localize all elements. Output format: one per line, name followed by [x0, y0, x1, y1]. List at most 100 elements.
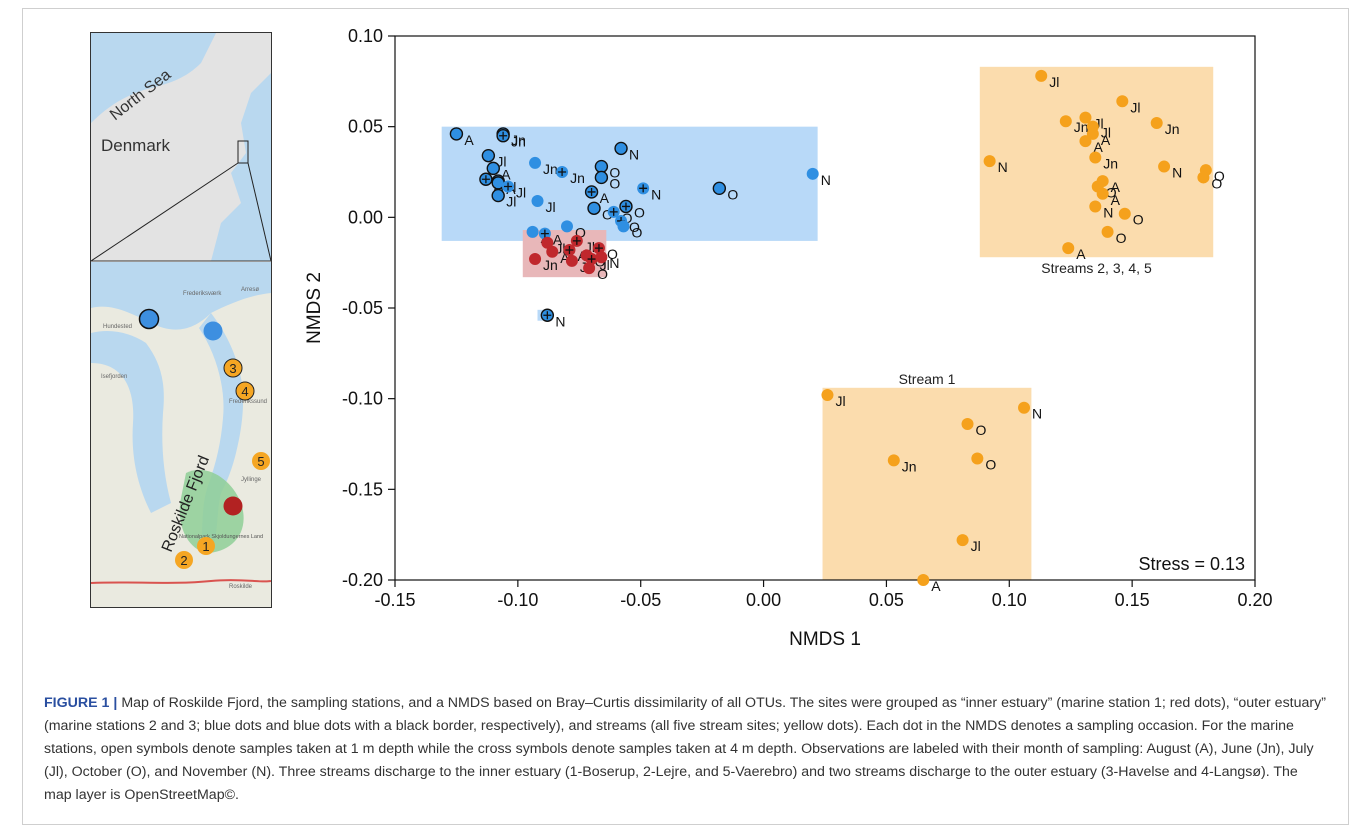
- point-label: A: [501, 166, 511, 182]
- station-3-marker: [138, 308, 160, 330]
- figure-caption: FIGURE 1 | Map of Roskilde Fjord, the sa…: [44, 692, 1329, 807]
- data-point: [486, 161, 500, 176]
- point-label: N: [555, 313, 565, 329]
- point-label: N: [998, 159, 1008, 175]
- point-label: Jl: [1093, 116, 1103, 132]
- data-point: [1089, 200, 1102, 213]
- data-point: [1096, 187, 1109, 200]
- point-label: A: [553, 232, 563, 248]
- x-tick-label: 0.10: [992, 590, 1027, 610]
- town-arreso: Arresø: [241, 287, 259, 293]
- point-label: N: [609, 255, 619, 271]
- data-point: [531, 195, 544, 208]
- data-point: [449, 127, 464, 141]
- map-panel: North Sea Denmark Hundested Frederiksvær…: [90, 32, 272, 608]
- data-point: [541, 236, 554, 249]
- zoom-forest: [179, 469, 244, 553]
- region-box: [822, 387, 1032, 580]
- point-label: Jn: [543, 161, 558, 177]
- point-label: Jn: [570, 170, 585, 186]
- data-point: [983, 155, 996, 168]
- axis-ticks: -0.15 -0.10 -0.05 0.00 0.05 0.10 0.15 0.20 0.10 0…: [342, 26, 1273, 610]
- point-label: Jl: [1130, 99, 1140, 115]
- point-label: Jl: [516, 185, 526, 201]
- data-point: [587, 201, 601, 215]
- data-point: [1116, 95, 1129, 108]
- data-point: [583, 262, 596, 275]
- overview-island: [149, 197, 195, 239]
- data-point: [1089, 151, 1102, 164]
- stream-3-marker: 3: [223, 358, 243, 378]
- map-label-country: Denmark: [101, 136, 170, 155]
- data-points: AJnJnJlAAJlAJlNOOAOOONJnJnJlJlAAOOOONNJl…: [449, 69, 1225, 594]
- y-tick-label: 0.00: [348, 207, 383, 227]
- region-label-streams-2-5: Streams 2, 3, 4, 5: [1041, 260, 1152, 276]
- town-isefjorden: Isefjorden: [101, 374, 127, 380]
- data-point: [1101, 225, 1114, 238]
- point-label: Jn: [902, 458, 917, 474]
- point-label: O: [1116, 230, 1127, 246]
- stream-5-label: 5: [257, 454, 264, 469]
- point-label: Jl: [506, 194, 516, 210]
- point-cross: [621, 202, 630, 211]
- point-label: O: [609, 175, 620, 191]
- point-cross: [558, 168, 567, 176]
- y-tick-label: -0.05: [342, 298, 383, 318]
- point-label: Jn: [543, 257, 558, 273]
- zoom-sea-north: [91, 262, 271, 330]
- y-tick-label: -0.10: [342, 389, 383, 409]
- point-label: A: [464, 132, 474, 148]
- point-label: A: [1076, 246, 1086, 262]
- town-frederikssund: Frederikssund: [229, 399, 267, 405]
- data-point: [712, 181, 727, 196]
- zoom-box: [237, 140, 249, 164]
- point-label: O: [985, 457, 996, 473]
- point-label: N: [1032, 406, 1042, 422]
- point-cross: [594, 244, 603, 253]
- x-tick-label: 0.15: [1115, 590, 1150, 610]
- stream-4-marker: 4: [235, 381, 255, 401]
- point-cross: [504, 182, 513, 191]
- stream-2-marker: 2: [175, 551, 193, 569]
- region-label-stream-1: Stream 1: [899, 371, 956, 387]
- point-label: Jl: [600, 257, 610, 273]
- y-tick-label: -0.15: [342, 479, 383, 499]
- point-label: A: [600, 190, 610, 206]
- data-point: [1018, 401, 1031, 414]
- x-tick-label: 0.20: [1237, 590, 1272, 610]
- stream-1-label: 1: [202, 539, 209, 554]
- data-point: [1158, 160, 1171, 173]
- stream-2-label: 2: [180, 553, 187, 568]
- data-point: [529, 253, 542, 266]
- data-point: [594, 170, 609, 185]
- point-label: N: [821, 172, 831, 188]
- stream-1-marker: 1: [197, 537, 215, 555]
- point-label: Jn: [511, 134, 526, 150]
- town-hundested: Hundested: [103, 324, 132, 330]
- data-point: [491, 188, 505, 203]
- point-label: O: [597, 266, 608, 282]
- point-label: N: [1172, 165, 1182, 181]
- overview-north-sea: [91, 33, 216, 123]
- point-label: A: [1111, 179, 1121, 195]
- point-label: A: [1111, 192, 1121, 208]
- data-point: [481, 148, 496, 163]
- nmds-plot: -0.15 -0.10 -0.05 0.00 0.05 0.10 0.15 0.20 0.10 0…: [304, 26, 1273, 650]
- point-label: Jl: [835, 393, 845, 409]
- data-point: [614, 141, 628, 156]
- stream-5-marker: 5: [252, 452, 270, 470]
- point-label: Jl: [585, 239, 595, 255]
- point-label: Jl: [546, 199, 556, 215]
- point-label: O: [1214, 168, 1225, 184]
- point-cross: [572, 236, 581, 245]
- point-label: O: [1133, 212, 1144, 228]
- point-label: O: [632, 224, 643, 240]
- data-point: [561, 220, 573, 233]
- point-cross: [481, 175, 490, 184]
- data-point: [1059, 115, 1072, 128]
- data-point: [1079, 135, 1092, 148]
- point-label: O: [976, 422, 987, 438]
- caption-text: Map of Roskilde Fjord, the sampling stat…: [44, 695, 1326, 803]
- point-cross: [499, 131, 508, 140]
- data-point: [821, 389, 834, 402]
